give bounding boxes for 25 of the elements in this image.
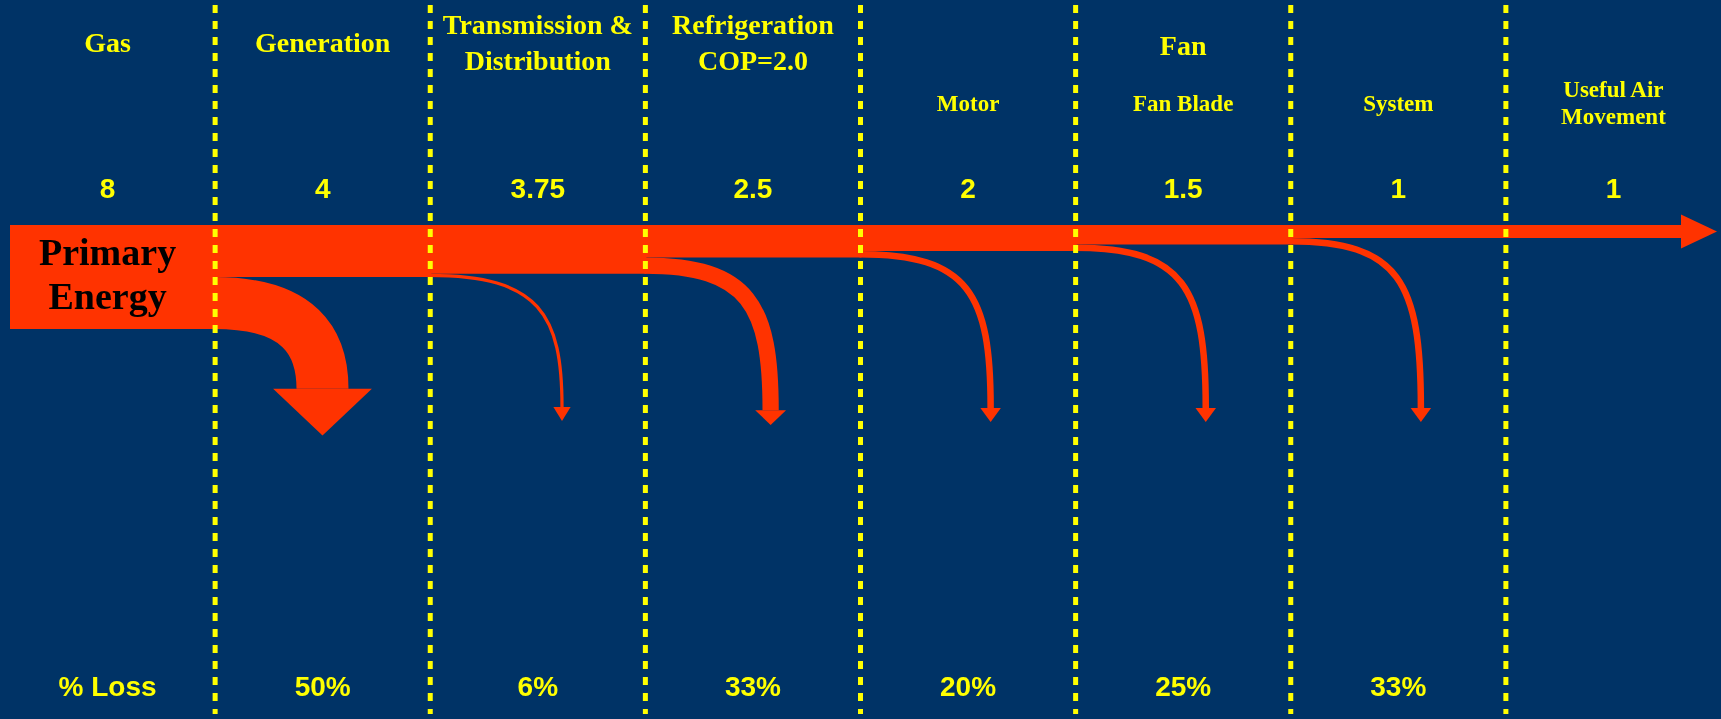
category-label: Refrigeration COP=2.0 (672, 9, 835, 77)
category-label: System (1363, 90, 1434, 116)
category-label: Motor (936, 90, 1000, 116)
data-label: 6% (517, 670, 559, 702)
data-label: 1.5 (1163, 172, 1203, 204)
category-label: Transmission & Distribution (442, 9, 633, 77)
data-label: 1 (1390, 172, 1407, 204)
data-label: 4 (314, 172, 331, 204)
data-label: 3.75 (510, 172, 566, 204)
data-label: 1 (1605, 172, 1622, 204)
data-label: 2.5 (733, 172, 773, 204)
data-label: 50% (294, 670, 351, 702)
data-label: 20% (940, 670, 997, 702)
category-label: Generation (255, 27, 391, 59)
text: Primary Energy (38, 230, 177, 317)
legend-label: % Loss (58, 670, 157, 702)
data-label: 8 (99, 172, 116, 204)
category-label: Fan Blade (1133, 90, 1234, 116)
text: Fan (1159, 30, 1207, 62)
category-label: Gas (84, 27, 131, 59)
category-label: Useful Air Movement (1561, 77, 1667, 130)
data-label: 33% (724, 670, 782, 702)
data-label: 2 (960, 172, 976, 204)
data-label: 33% (1370, 670, 1427, 702)
data-label: 25% (1155, 670, 1212, 702)
